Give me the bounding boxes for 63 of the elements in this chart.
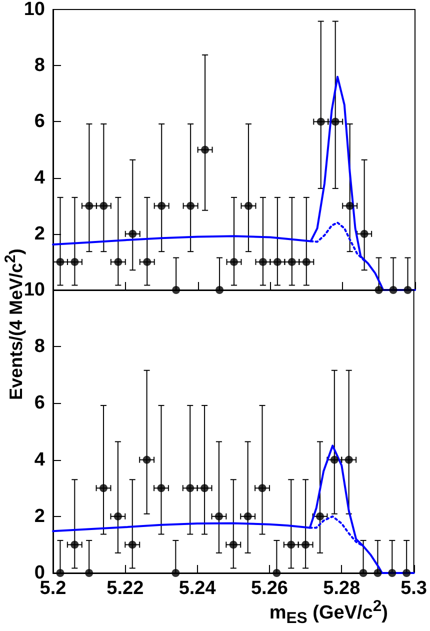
point: [330, 456, 338, 464]
point: [272, 569, 281, 577]
point: [402, 569, 411, 577]
point: [201, 146, 210, 154]
x-tick-label: 5.28: [323, 578, 360, 599]
point: [114, 258, 122, 266]
y-tick-label: 10: [24, 0, 45, 20]
point: [258, 484, 266, 492]
x-axis-title: m$_{ES}$ (GeV/c$^{2}$): [269, 598, 388, 628]
y-tick-label: 6: [34, 111, 45, 132]
point: [258, 258, 267, 266]
point: [214, 512, 223, 520]
y-tick-label: 8: [34, 55, 45, 76]
point: [143, 258, 152, 266]
point: [316, 512, 324, 520]
point: [244, 202, 252, 210]
point: [186, 484, 194, 492]
point: [142, 456, 151, 464]
y-tick-label: 8: [34, 336, 45, 358]
point: [346, 202, 354, 210]
point: [158, 202, 166, 210]
point: [157, 484, 166, 492]
point: [200, 484, 209, 492]
line-series: [310, 222, 366, 262]
x-tick-label: 5.24: [178, 578, 216, 599]
y-tick-label: 2: [34, 506, 45, 527]
point: [70, 540, 79, 549]
point: [100, 484, 108, 492]
x-tick-label: 5.26: [250, 578, 288, 599]
y-tick-label: 4: [34, 449, 46, 470]
point: [229, 540, 238, 549]
point: [128, 230, 137, 238]
x-tick-label: 5.22: [106, 578, 144, 599]
point: [302, 540, 310, 549]
point: [344, 456, 353, 464]
point: [244, 512, 252, 520]
point: [100, 202, 108, 210]
point: [374, 569, 382, 577]
x-tick-label: 5.2: [40, 578, 66, 599]
point: [302, 258, 310, 266]
point: [186, 202, 195, 210]
y-tick-label: 4: [34, 167, 46, 188]
point: [85, 569, 94, 577]
point: [360, 230, 368, 238]
point: [230, 258, 238, 266]
y-tick-label: 2: [34, 223, 45, 244]
point: [172, 569, 180, 577]
point: [288, 258, 296, 266]
y-tick-label: 6: [34, 392, 45, 414]
y-tick-label: 10: [24, 280, 45, 300]
point: [331, 118, 340, 126]
point: [114, 512, 122, 520]
point: [316, 118, 325, 126]
x-tick-label: 5.3: [400, 578, 428, 599]
point: [388, 569, 396, 577]
point: [287, 540, 296, 549]
point: [128, 540, 136, 549]
point: [359, 569, 368, 577]
point: [56, 258, 64, 266]
point: [85, 202, 94, 210]
point: [56, 569, 64, 577]
point: [273, 258, 282, 266]
point: [70, 258, 79, 266]
